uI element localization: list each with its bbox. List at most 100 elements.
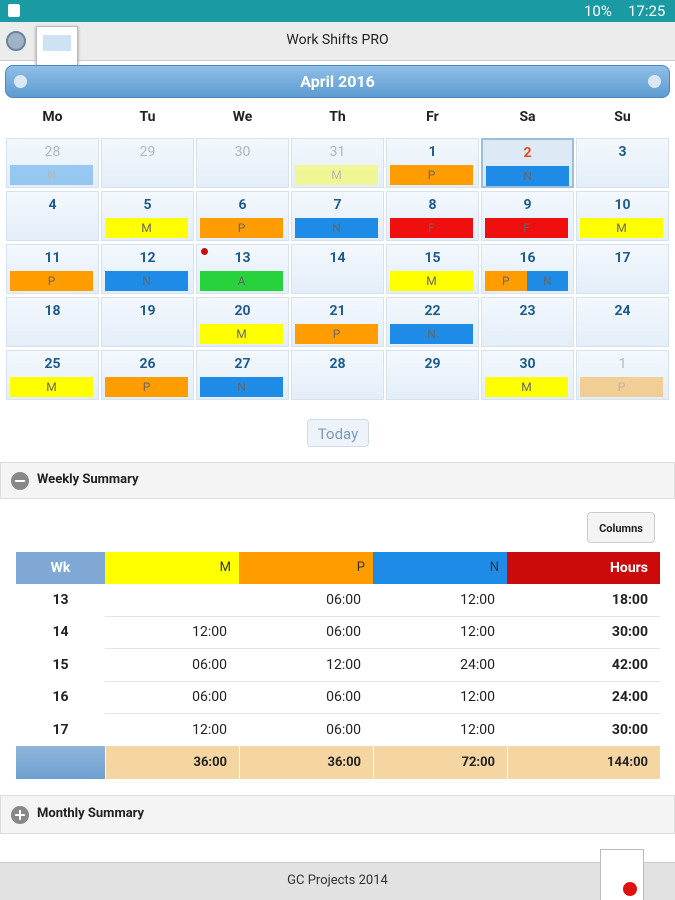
table-cell: 12:00 (460, 721, 495, 738)
totals-label-cell (16, 746, 105, 779)
day-cell[interactable]: 18 (6, 297, 99, 347)
app-title: Work Shifts PRO (286, 32, 389, 48)
day-number: 26 (139, 356, 156, 372)
day-cell[interactable]: 4 (6, 191, 99, 241)
day-cell[interactable]: 29 (101, 138, 194, 188)
day-cell[interactable]: 17 (576, 244, 669, 294)
day-number: 29 (139, 144, 156, 160)
day-number: 12 (139, 250, 156, 266)
day-cell[interactable]: 28 N (6, 138, 99, 188)
table-cell: 06:00 (326, 721, 361, 738)
day-cell[interactable]: 26 P (101, 350, 194, 400)
day-number: 20 (234, 303, 251, 319)
table-cell: 24:00 (611, 689, 648, 706)
day-number: 8 (428, 197, 437, 213)
day-number: 19 (139, 303, 156, 319)
day-cell[interactable]: 20 M (196, 297, 289, 347)
day-cell[interactable]: 16 P N (481, 244, 574, 294)
weekday-label: We (232, 109, 253, 125)
day-cell[interactable]: 24 (576, 297, 669, 347)
day-cell[interactable]: 22 N (386, 297, 479, 347)
day-number: 16 (519, 250, 536, 266)
day-number: 27 (234, 356, 251, 372)
shift-bar: F (390, 218, 473, 238)
day-number: 10 (614, 197, 631, 213)
day-cell[interactable]: 19 (101, 297, 194, 347)
table-header: N (373, 552, 507, 584)
table-cell: 24:00 (460, 656, 495, 673)
prev-month[interactable] (14, 75, 27, 88)
day-number: 17 (614, 250, 631, 266)
table-cell: 06:00 (192, 656, 227, 673)
today-button[interactable]: Today (307, 419, 369, 447)
next-month[interactable] (648, 75, 661, 88)
day-number: 1 (428, 144, 437, 160)
month-title: April 2016 (300, 72, 375, 91)
day-number: 23 (519, 303, 536, 319)
day-number: 11 (44, 250, 61, 266)
table-cell: 12:00 (326, 656, 361, 673)
day-cell[interactable]: 31 M (291, 138, 384, 188)
day-cell[interactable]: 14 (291, 244, 384, 294)
day-cell[interactable]: 15 M (386, 244, 479, 294)
day-cell[interactable]: 12 N (101, 244, 194, 294)
monthly-summary-header[interactable]: Monthly Summary (0, 795, 675, 834)
weekday-label: Tu (139, 109, 156, 125)
table-cell: 30:00 (611, 721, 648, 738)
weekly-summary-title: Weekly Summary (37, 472, 139, 487)
day-number: 2 (523, 145, 532, 161)
table-cell: 13 (52, 592, 69, 608)
day-cell[interactable]: 29 (386, 350, 479, 400)
day-cell[interactable]: 25 M (6, 350, 99, 400)
shift-bar: M (485, 377, 568, 397)
day-cell[interactable]: 3 (576, 138, 669, 188)
day-cell[interactable]: 30 M (481, 350, 574, 400)
day-number: 5 (143, 197, 152, 213)
shift-bar: F (485, 218, 568, 238)
day-cell[interactable]: 23 (481, 297, 574, 347)
shift-bar: N (105, 271, 188, 291)
note-marker (201, 248, 208, 255)
day-number: 9 (523, 197, 532, 213)
day-number: 1 (618, 356, 627, 372)
table-cell: 06:00 (326, 624, 361, 641)
day-cell[interactable]: 13 A (196, 244, 289, 294)
shift-bar: P (200, 218, 283, 238)
day-number: 30 (519, 356, 536, 372)
day-cell[interactable]: 28 (291, 350, 384, 400)
status-bar: 10% 17:25 (0, 0, 675, 22)
day-number: 30 (234, 144, 251, 160)
day-cell[interactable]: 30 (196, 138, 289, 188)
day-number: 31 (329, 144, 346, 160)
day-cell[interactable]: 11 P (6, 244, 99, 294)
day-number: 4 (48, 197, 57, 213)
weekly-summary-header[interactable]: Weekly Summary (0, 462, 675, 499)
table-header: P (239, 552, 373, 584)
time: 17:25 (628, 2, 666, 20)
day-number: 28 (44, 144, 61, 160)
row-divider (105, 680, 660, 682)
total-cell: 36:00 (239, 746, 373, 779)
day-cell[interactable]: 27 N (196, 350, 289, 400)
expand-icon (11, 806, 29, 824)
table-cell: 30:00 (611, 624, 648, 641)
table-cell: 12:00 (460, 592, 495, 608)
row-divider (105, 616, 660, 617)
menu-button[interactable] (6, 31, 26, 51)
day-number: 7 (333, 197, 342, 213)
table-cell: 06:00 (326, 689, 361, 706)
table-cell: 15 (52, 656, 69, 673)
day-cell[interactable]: 21 P (291, 297, 384, 347)
columns-button[interactable]: Columns (587, 512, 655, 543)
day-cell[interactable]: 10 M (576, 191, 669, 241)
shift-bar: P (390, 165, 473, 185)
